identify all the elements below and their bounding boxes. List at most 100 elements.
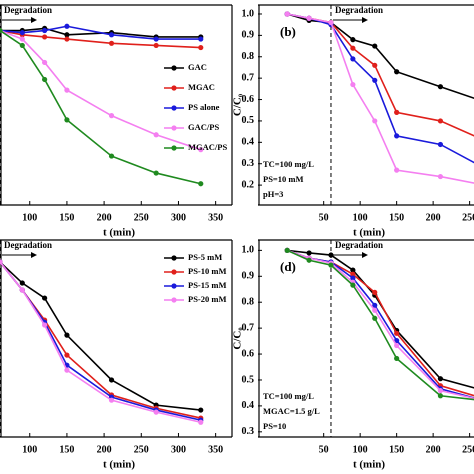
y-tick-label: 0.5 — [242, 115, 255, 126]
data-point — [198, 44, 204, 51]
data-point — [350, 282, 356, 288]
data-point — [437, 376, 444, 382]
x-tick-label: 250 — [134, 444, 149, 455]
legend-marker — [171, 145, 177, 151]
x-tick-label: 100 — [353, 212, 368, 223]
data-point — [328, 252, 334, 258]
panel: 100 150 200 250 300 350 t (min) Degradation PS-5… — [0, 239, 233, 471]
data-point — [198, 407, 204, 413]
data-point — [108, 40, 115, 46]
data-point — [394, 355, 400, 362]
data-point — [153, 409, 159, 415]
series-line — [286, 13, 474, 100]
data-point — [394, 69, 400, 75]
condition-note: PS=10 mM — [263, 174, 304, 184]
plot — [0, 23, 204, 187]
y-tick-label: 0.7 — [242, 322, 255, 333]
data-point — [108, 113, 115, 119]
series-line — [286, 249, 474, 397]
data-point — [198, 419, 204, 425]
data-point — [437, 173, 444, 180]
data-point — [284, 247, 290, 253]
legend-marker — [171, 283, 177, 289]
series-line — [286, 249, 474, 399]
y-tick-label: 0.3 — [242, 158, 255, 169]
annotation: Degradation — [4, 5, 52, 15]
data-point — [42, 322, 48, 328]
x-axis-label: t (min) — [353, 459, 385, 471]
data-point — [108, 377, 115, 383]
legend-label: GAC/PS — [188, 122, 219, 132]
data-point — [350, 81, 356, 88]
x-tick-label: 350 — [208, 444, 223, 455]
data-point — [372, 302, 378, 308]
data-point — [198, 36, 204, 42]
y-tick-label: 0.7 — [242, 72, 255, 83]
x-tick-label: 300 — [171, 444, 186, 455]
data-point — [19, 280, 25, 286]
x-tick-label: 200 — [97, 444, 112, 455]
data-point — [437, 118, 444, 124]
x-tick-label: 150 — [59, 212, 74, 223]
data-point — [328, 262, 334, 268]
data-point — [437, 84, 444, 90]
data-point — [306, 15, 312, 21]
legend-marker — [171, 105, 177, 111]
y-tick-label: 1.0 — [242, 8, 255, 19]
legend-label: MGAC/PS — [188, 142, 227, 152]
data-point — [372, 43, 378, 49]
legend-marker — [171, 269, 177, 275]
data-point — [372, 315, 378, 321]
annotation: Degradation — [335, 5, 383, 15]
x-tick-label: 350 — [208, 212, 223, 223]
data-point — [198, 181, 204, 187]
data-point — [108, 32, 115, 38]
series-line — [287, 13, 474, 184]
legend-label: MGAC — [188, 82, 215, 92]
series-line — [286, 249, 474, 401]
y-tick-label: 0.9 — [242, 271, 255, 282]
data-point — [350, 275, 356, 281]
data-point — [198, 147, 204, 153]
data-point — [372, 62, 378, 68]
data-point — [394, 133, 400, 139]
data-point — [394, 167, 400, 173]
data-point — [306, 250, 312, 256]
data-point — [328, 19, 334, 26]
data-point — [153, 36, 159, 42]
y-tick-label: 0.3 — [242, 426, 255, 437]
x-tick-label: 200 — [426, 212, 441, 223]
series-line — [287, 13, 474, 137]
y-tick-label: 0.4 — [242, 400, 255, 411]
data-point — [350, 37, 356, 43]
legend-label: PS-5 mM — [188, 252, 222, 262]
panel: 50 100 150 200 250 0.2 0.3 0.4 0.5 0.6 0.7 0.8 0.9 1.… — [232, 4, 474, 239]
legend-label: PS-10 mM — [188, 266, 226, 276]
data-point — [64, 36, 70, 42]
x-tick-label: 100 — [22, 444, 37, 455]
x-tick-label: 50 — [319, 212, 329, 223]
data-point — [153, 132, 159, 138]
series-line — [287, 13, 474, 164]
data-point — [64, 352, 70, 358]
data-point — [350, 267, 356, 273]
y-tick-label: 0.5 — [242, 374, 255, 385]
legend-marker — [171, 297, 177, 303]
y-tick-label: 0.6 — [242, 94, 255, 105]
x-tick-label: 200 — [97, 212, 112, 223]
data-point — [372, 77, 378, 83]
legend-label: PS-20 mM — [188, 294, 226, 304]
data-point — [64, 32, 70, 38]
data-point — [0, 259, 3, 265]
condition-note: PS=10 — [263, 421, 286, 431]
y-tick-label: 0.6 — [242, 348, 255, 359]
data-point — [350, 45, 356, 51]
legend-marker — [171, 65, 177, 71]
condition-note: pH=3 — [263, 189, 283, 199]
data-point — [42, 27, 48, 34]
legend-label: PS alone — [188, 102, 220, 112]
y-tick-label: 0.2 — [242, 179, 255, 190]
data-point — [350, 56, 356, 62]
data-point — [153, 170, 159, 176]
plot — [284, 247, 474, 401]
